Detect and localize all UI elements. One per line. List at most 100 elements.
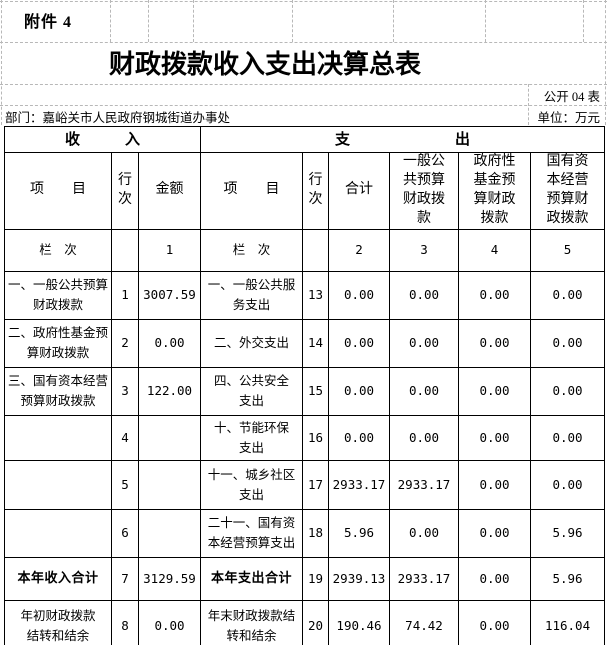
income-amount-cell xyxy=(138,508,201,558)
gridline xyxy=(1,0,2,125)
table-row: 5 十一、城乡社区 支出 17 2933.17 2933.17 0.00 0.0… xyxy=(4,459,606,510)
general-budget-cell: 0.00 xyxy=(389,414,459,461)
expense-rowno-cell: 20 xyxy=(302,599,329,645)
income-amount-cell xyxy=(138,459,201,510)
general-budget-cell: 0.00 xyxy=(389,270,459,320)
expense-item-cell: 四、公共安全 支出 xyxy=(200,366,303,416)
gridline xyxy=(528,84,529,125)
income-rowno-cell: 4 xyxy=(111,414,139,461)
table-row: 一、一般公共预算 财政拨款 1 3007.59 一、一般公共服 务支出 13 0… xyxy=(4,270,606,320)
table-row: 6 二十一、国有资 本经营预算支出 18 5.96 0.00 0.00 5.96 xyxy=(4,508,606,558)
expense-item-cell: 栏 次 xyxy=(200,228,303,272)
govt-fund-cell: 0.00 xyxy=(458,508,531,558)
income-amount-cell xyxy=(138,414,201,461)
expense-rowno-cell: 16 xyxy=(302,414,329,461)
general-budget-cell: 2933.17 xyxy=(389,556,459,601)
state-capital-cell: 0.00 xyxy=(529,414,606,461)
income-rowno-cell: 6 xyxy=(111,508,139,558)
govt-fund-cell: 0.00 xyxy=(458,270,531,320)
total-cell: 0.00 xyxy=(328,318,390,368)
general-budget-cell: 3 xyxy=(389,228,459,272)
total-header: 合计 xyxy=(328,152,390,230)
expense-item-cell: 十、节能环保 支出 xyxy=(200,414,303,461)
general-budget-cell: 0.00 xyxy=(389,366,459,416)
page-title: 财政拨款收入支出决算总表 xyxy=(108,49,421,79)
column-index-row: 栏 次 1 栏 次 2 3 4 5 xyxy=(4,228,606,272)
govt-fund-cell: 0.00 xyxy=(458,459,531,510)
state-capital-cell: 0.00 xyxy=(529,318,606,368)
expense-item-cell: 年末财政拨款结 转和结余 xyxy=(200,599,303,645)
expense-section-header: 支 出 xyxy=(199,126,606,153)
income-rowno-cell: 5 xyxy=(111,459,139,510)
expense-total-label: 本年支出合计 xyxy=(200,556,303,601)
gridline xyxy=(583,0,584,42)
expense-rowno-cell: 14 xyxy=(302,318,329,368)
general-budget-header: 一般公 共预算 财政拨 款 xyxy=(389,152,459,230)
gridline xyxy=(148,0,149,42)
table-code: 公开 04 表 xyxy=(543,90,600,104)
govt-fund-cell: 0.00 xyxy=(458,366,531,416)
carryover-row: 年初财政拨款 结转和结余 8 0.00 年末财政拨款结 转和结余 20 190.… xyxy=(4,599,606,645)
income-rowno-cell xyxy=(111,228,139,272)
expense-item-cell: 二十一、国有资 本经营预算支出 xyxy=(200,508,303,558)
govt-fund-cell: 0.00 xyxy=(458,599,531,645)
income-item-cell xyxy=(4,508,112,558)
state-capital-cell: 116.04 xyxy=(529,599,606,645)
income-rowno-header: 行次 xyxy=(111,152,139,230)
income-item-cell: 栏 次 xyxy=(4,228,112,272)
expense-item-cell: 十一、城乡社区 支出 xyxy=(200,459,303,510)
expense-rowno-cell: 18 xyxy=(302,508,329,558)
income-amount-cell: 3129.59 xyxy=(138,556,201,601)
govt-fund-cell: 0.00 xyxy=(458,414,531,461)
budget-table: 收 入 支 出 项 目 行次 金额 项 目 行次 合计 一般公 共预算 财政拨 … xyxy=(4,126,606,645)
income-item-cell: 年初财政拨款 结转和结余 xyxy=(4,599,112,645)
expense-rowno-header: 行次 xyxy=(302,152,329,230)
table-row: 二、政府性基金预 算财政拨款 2 0.00 二、外交支出 14 0.00 0.0… xyxy=(4,318,606,368)
income-section-header: 收 入 xyxy=(4,126,201,153)
income-total-label: 本年收入合计 xyxy=(4,556,112,601)
income-item-cell: 一、一般公共预算 财政拨款 xyxy=(4,270,112,320)
income-rowno-cell: 3 xyxy=(111,366,139,416)
state-capital-cell: 0.00 xyxy=(529,366,606,416)
general-budget-cell: 74.42 xyxy=(389,599,459,645)
gridline xyxy=(605,0,606,125)
general-budget-cell: 0.00 xyxy=(389,508,459,558)
govt-fund-cell: 0.00 xyxy=(458,318,531,368)
income-amount-header: 金额 xyxy=(138,152,201,230)
govt-fund-header: 政府性 基金预 算财政 拨款 xyxy=(458,152,531,230)
expense-rowno-cell xyxy=(302,228,329,272)
income-amount-cell: 0.00 xyxy=(138,318,201,368)
expense-rowno-cell: 13 xyxy=(302,270,329,320)
state-capital-cell: 0.00 xyxy=(529,459,606,510)
income-amount-cell: 0.00 xyxy=(138,599,201,645)
general-budget-cell: 0.00 xyxy=(389,318,459,368)
income-item-header: 项 目 xyxy=(4,152,112,230)
govt-fund-cell: 4 xyxy=(458,228,531,272)
income-item-cell xyxy=(4,459,112,510)
unit-line: 单位：万元 xyxy=(537,111,600,125)
gridline xyxy=(193,0,194,42)
gridline xyxy=(393,0,394,42)
income-rowno-cell: 2 xyxy=(111,318,139,368)
income-amount-cell: 122.00 xyxy=(138,366,201,416)
gridline xyxy=(0,42,607,43)
income-rowno-cell: 8 xyxy=(111,599,139,645)
expense-rowno-cell: 19 xyxy=(302,556,329,601)
state-capital-cell: 0.00 xyxy=(529,270,606,320)
attachment-label: 附件 4 xyxy=(24,14,73,31)
gridline xyxy=(110,0,111,42)
income-item-cell: 三、国有资本经营 预算财政拨款 xyxy=(4,366,112,416)
income-amount-cell: 1 xyxy=(138,228,201,272)
gridline xyxy=(0,105,607,106)
total-cell: 0.00 xyxy=(328,270,390,320)
total-cell: 5.96 xyxy=(328,508,390,558)
income-rowno-cell: 7 xyxy=(111,556,139,601)
expense-item-header: 项 目 xyxy=(200,152,303,230)
income-item-cell xyxy=(4,414,112,461)
table-row: 4 十、节能环保 支出 16 0.00 0.00 0.00 0.00 xyxy=(4,414,606,461)
gridline xyxy=(485,0,486,42)
department-line: 部门：嘉峪关市人民政府钢城街道办事处 xyxy=(5,111,231,125)
table-row: 三、国有资本经营 预算财政拨款 3 122.00 四、公共安全 支出 15 0.… xyxy=(4,366,606,416)
total-cell: 2933.17 xyxy=(328,459,390,510)
